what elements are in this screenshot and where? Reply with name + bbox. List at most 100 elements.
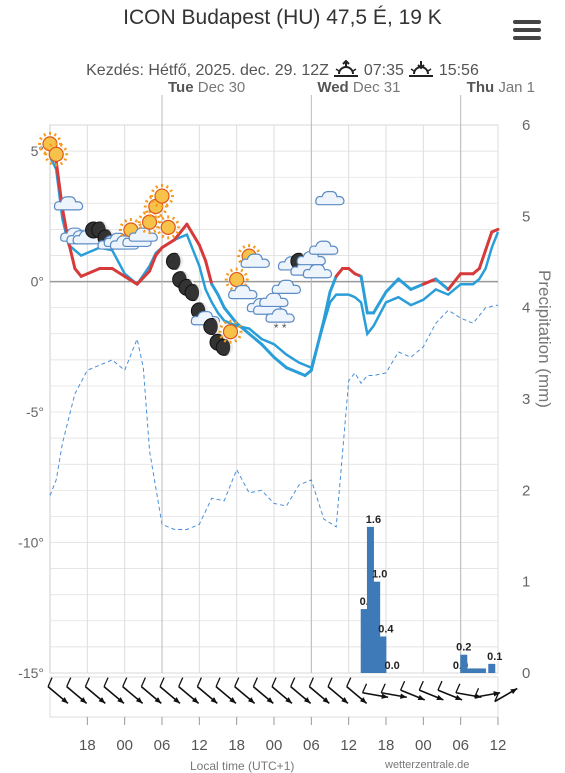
temperature-line-segment xyxy=(359,274,369,315)
day-label: Tue Dec 30 xyxy=(168,79,245,96)
sun-icon xyxy=(218,319,243,344)
precip-bar xyxy=(478,668,486,673)
temperature-line-segment xyxy=(172,222,189,242)
wind-arrow-icon xyxy=(252,677,274,704)
temperature-line-segment xyxy=(260,342,276,359)
x-tick-label: 12 xyxy=(490,737,507,754)
wind-arrow-icon xyxy=(66,677,88,704)
wind-arrow-icon xyxy=(84,677,106,704)
sunrise-icon xyxy=(334,60,359,77)
temperature-line-segment xyxy=(484,230,494,252)
temperature-line-segment xyxy=(235,321,251,336)
temperature-line-segment xyxy=(309,319,326,372)
temperature-line-segment xyxy=(123,274,139,286)
cloud-icon xyxy=(315,190,345,206)
temperature-line-segment xyxy=(272,355,288,370)
temperature-line-segment xyxy=(110,267,127,278)
precip-label: 0.4 xyxy=(378,623,394,635)
temperature-line-segment xyxy=(222,306,239,325)
temperature-line-segment xyxy=(197,243,208,263)
run-start: Kezdés: Hétfő, 2025. dec. 29. 12Z xyxy=(86,62,329,79)
precip-label: 0.0 xyxy=(384,660,399,672)
x-tick-label: 12 xyxy=(340,737,357,754)
y-right-tick-label: 2 xyxy=(522,482,530,499)
y-right-tick-label: 6 xyxy=(522,117,530,134)
precip-bar xyxy=(460,654,468,673)
wind-arrow-icon xyxy=(215,677,237,704)
wind-arrow-icon xyxy=(234,677,256,704)
sunset-time: 15:56 xyxy=(438,62,479,79)
temperature-line-segment xyxy=(67,240,77,271)
run-info: Kezdés: Hétfő, 2025. dec. 29. 12Z 07:35 … xyxy=(0,60,565,80)
y-right-tick-label: 4 xyxy=(522,300,530,317)
hamburger-menu-icon[interactable] xyxy=(513,20,541,42)
temperature-line-segment xyxy=(334,267,344,278)
moon-icon xyxy=(184,284,203,302)
moon-icon xyxy=(165,252,184,270)
x-tick-label: 18 xyxy=(228,737,245,754)
snow-icon: * * xyxy=(265,308,295,335)
x-tick-label: 06 xyxy=(154,737,171,754)
y-left-tick-label: 0° xyxy=(31,274,44,290)
y-left-tick-label: -5° xyxy=(26,404,44,420)
temperature-line-segment xyxy=(160,238,176,250)
precip-label: 1.0 xyxy=(372,569,387,581)
temperature-line-segment xyxy=(204,259,214,286)
wind-arrow-icon xyxy=(361,683,389,699)
footer-timezone: Local time (UTC+1) xyxy=(190,759,295,773)
temp-850-line xyxy=(49,304,499,530)
wind-arrow-icon xyxy=(47,677,69,704)
x-tick-label: 18 xyxy=(378,737,395,754)
wind-arrow-icon xyxy=(346,677,368,704)
x-tick-label: 00 xyxy=(266,737,283,754)
precip-bar xyxy=(472,668,480,673)
wind-arrow-icon xyxy=(178,677,200,704)
cloud-icon xyxy=(53,196,84,211)
wind-arrow-icon xyxy=(290,677,312,704)
wind-arrow-icon xyxy=(122,677,144,704)
x-tick-label: 00 xyxy=(116,737,133,754)
precip-bar xyxy=(373,581,381,673)
temperature-line-segment xyxy=(434,277,450,291)
y-left-tick-label: -15° xyxy=(18,665,44,681)
cloud-icon xyxy=(308,240,339,255)
y-right-tick-label: 5 xyxy=(522,208,530,225)
x-tick-label: 06 xyxy=(452,737,469,754)
precip-label: 0.2 xyxy=(456,642,471,654)
cloud-icon xyxy=(271,279,302,294)
temperature-line-segment xyxy=(135,269,152,286)
wind-arrow-icon xyxy=(271,677,293,704)
dewpoint-line xyxy=(48,155,500,370)
temperature-line-segment xyxy=(372,290,388,315)
sun-icon xyxy=(156,215,181,240)
temperature-line-segment xyxy=(210,282,220,297)
temperature-line-segment xyxy=(421,277,438,286)
temperature-line-segment xyxy=(477,248,488,271)
cloud-icon xyxy=(302,264,333,279)
cloud-icon xyxy=(228,284,258,300)
wind-arrow-icon xyxy=(494,687,518,703)
y-left-tick-label: 5° xyxy=(31,143,44,159)
y-left-tick-label: -10° xyxy=(18,535,44,551)
day-label: Wed Dec 31 xyxy=(317,79,400,96)
sun-icon xyxy=(44,142,69,167)
temperature-line-segment xyxy=(396,277,413,291)
x-tick-label: 00 xyxy=(415,737,432,754)
precip-bar xyxy=(379,636,387,673)
temperature-line-segment xyxy=(247,332,264,346)
temperature-line-segment xyxy=(216,293,226,310)
temperature-line-segment xyxy=(148,253,158,273)
precip-bar xyxy=(360,609,368,673)
temperature-line-segment xyxy=(446,272,463,291)
wind-arrow-icon xyxy=(196,677,218,704)
y-right-axis-label: Precipitation (mm) xyxy=(535,270,554,408)
precip-label: 0.1 xyxy=(487,651,502,663)
y-right-tick-label: 3 xyxy=(522,391,530,408)
sun-icon xyxy=(150,184,174,209)
temperature-line-segment xyxy=(284,366,301,375)
wind-arrow-icon xyxy=(103,677,125,704)
temperature-line-segment xyxy=(154,246,164,257)
y-right-tick-label: 1 xyxy=(522,574,530,591)
page-title: ICON Budapest (HU) 47,5 É, 19 K xyxy=(123,6,442,29)
